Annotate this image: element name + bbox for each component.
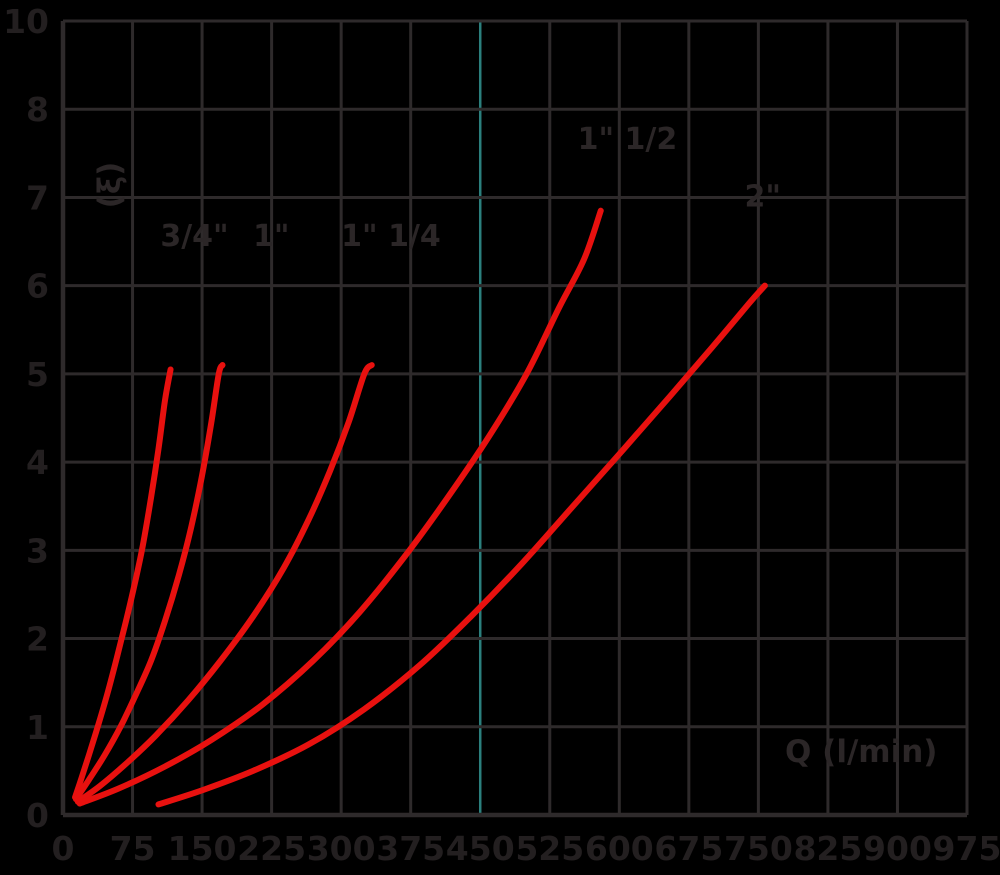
y-axis-tick-label: 6 <box>26 267 49 306</box>
x-axis-tick-label: 375 <box>376 829 445 868</box>
y-axis-tick-label: 7 <box>26 178 49 217</box>
y-axis-tick-label: 0 <box>26 796 49 835</box>
series-inline-label: 3/4" <box>160 219 228 254</box>
series-inline-label: 2" <box>744 179 781 214</box>
x-axis-tick-label: 825 <box>793 829 862 868</box>
series-inline-label: 1" 1/4 <box>341 219 441 254</box>
axis-tick-labels: 0 1 2 3 4 5 6 7 8 10 0 75 150 225 300 375 450 525 600 675 75… <box>3 2 1000 868</box>
x-axis-tick-label: 525 <box>515 829 584 868</box>
y-axis-tick-label: 2 <box>26 620 49 659</box>
y-axis-tick-label: 4 <box>26 443 49 482</box>
y-axis-tick-label: 8 <box>26 90 49 129</box>
x-axis-title: Q (l/min) <box>785 734 937 770</box>
x-axis-tick-label: 225 <box>237 829 306 868</box>
x-axis-tick-label: 975 <box>933 829 1000 868</box>
curve-series <box>72 366 174 801</box>
x-axis-tick-label: 300 <box>307 829 376 868</box>
curve-series <box>72 362 226 803</box>
y-axis-tick-label: 5 <box>26 355 49 394</box>
series-inline-label: 1" <box>253 219 290 254</box>
x-axis-tick-label: 900 <box>863 829 932 868</box>
x-axis-tick-label: 750 <box>724 829 793 868</box>
curve-series <box>74 362 375 805</box>
axis-titles: Q (l/min) (ξ) <box>92 162 937 770</box>
series-inline-label: 1" 1/2 <box>578 122 678 157</box>
curve-series <box>76 207 604 807</box>
x-axis-tick-label: 0 <box>52 829 75 868</box>
x-axis-tick-label: 75 <box>110 829 156 868</box>
series-labels: 3/4" 1" 1" 1/4 1" 1/2 2" <box>160 122 781 254</box>
grid-layer <box>60 19 969 818</box>
x-axis-tick-label: 150 <box>168 829 237 868</box>
x-axis-tick-label: 450 <box>446 829 515 868</box>
curves-layer <box>72 207 768 808</box>
y-axis-title: (ξ) <box>92 162 128 209</box>
y-axis-tick-label: 10 <box>3 2 49 41</box>
x-axis-tick-label: 600 <box>585 829 654 868</box>
x-axis-tick-label: 675 <box>654 829 723 868</box>
curve-series <box>155 282 768 808</box>
y-axis-tick-label: 3 <box>26 531 49 570</box>
y-axis-tick-label: 1 <box>26 708 49 747</box>
